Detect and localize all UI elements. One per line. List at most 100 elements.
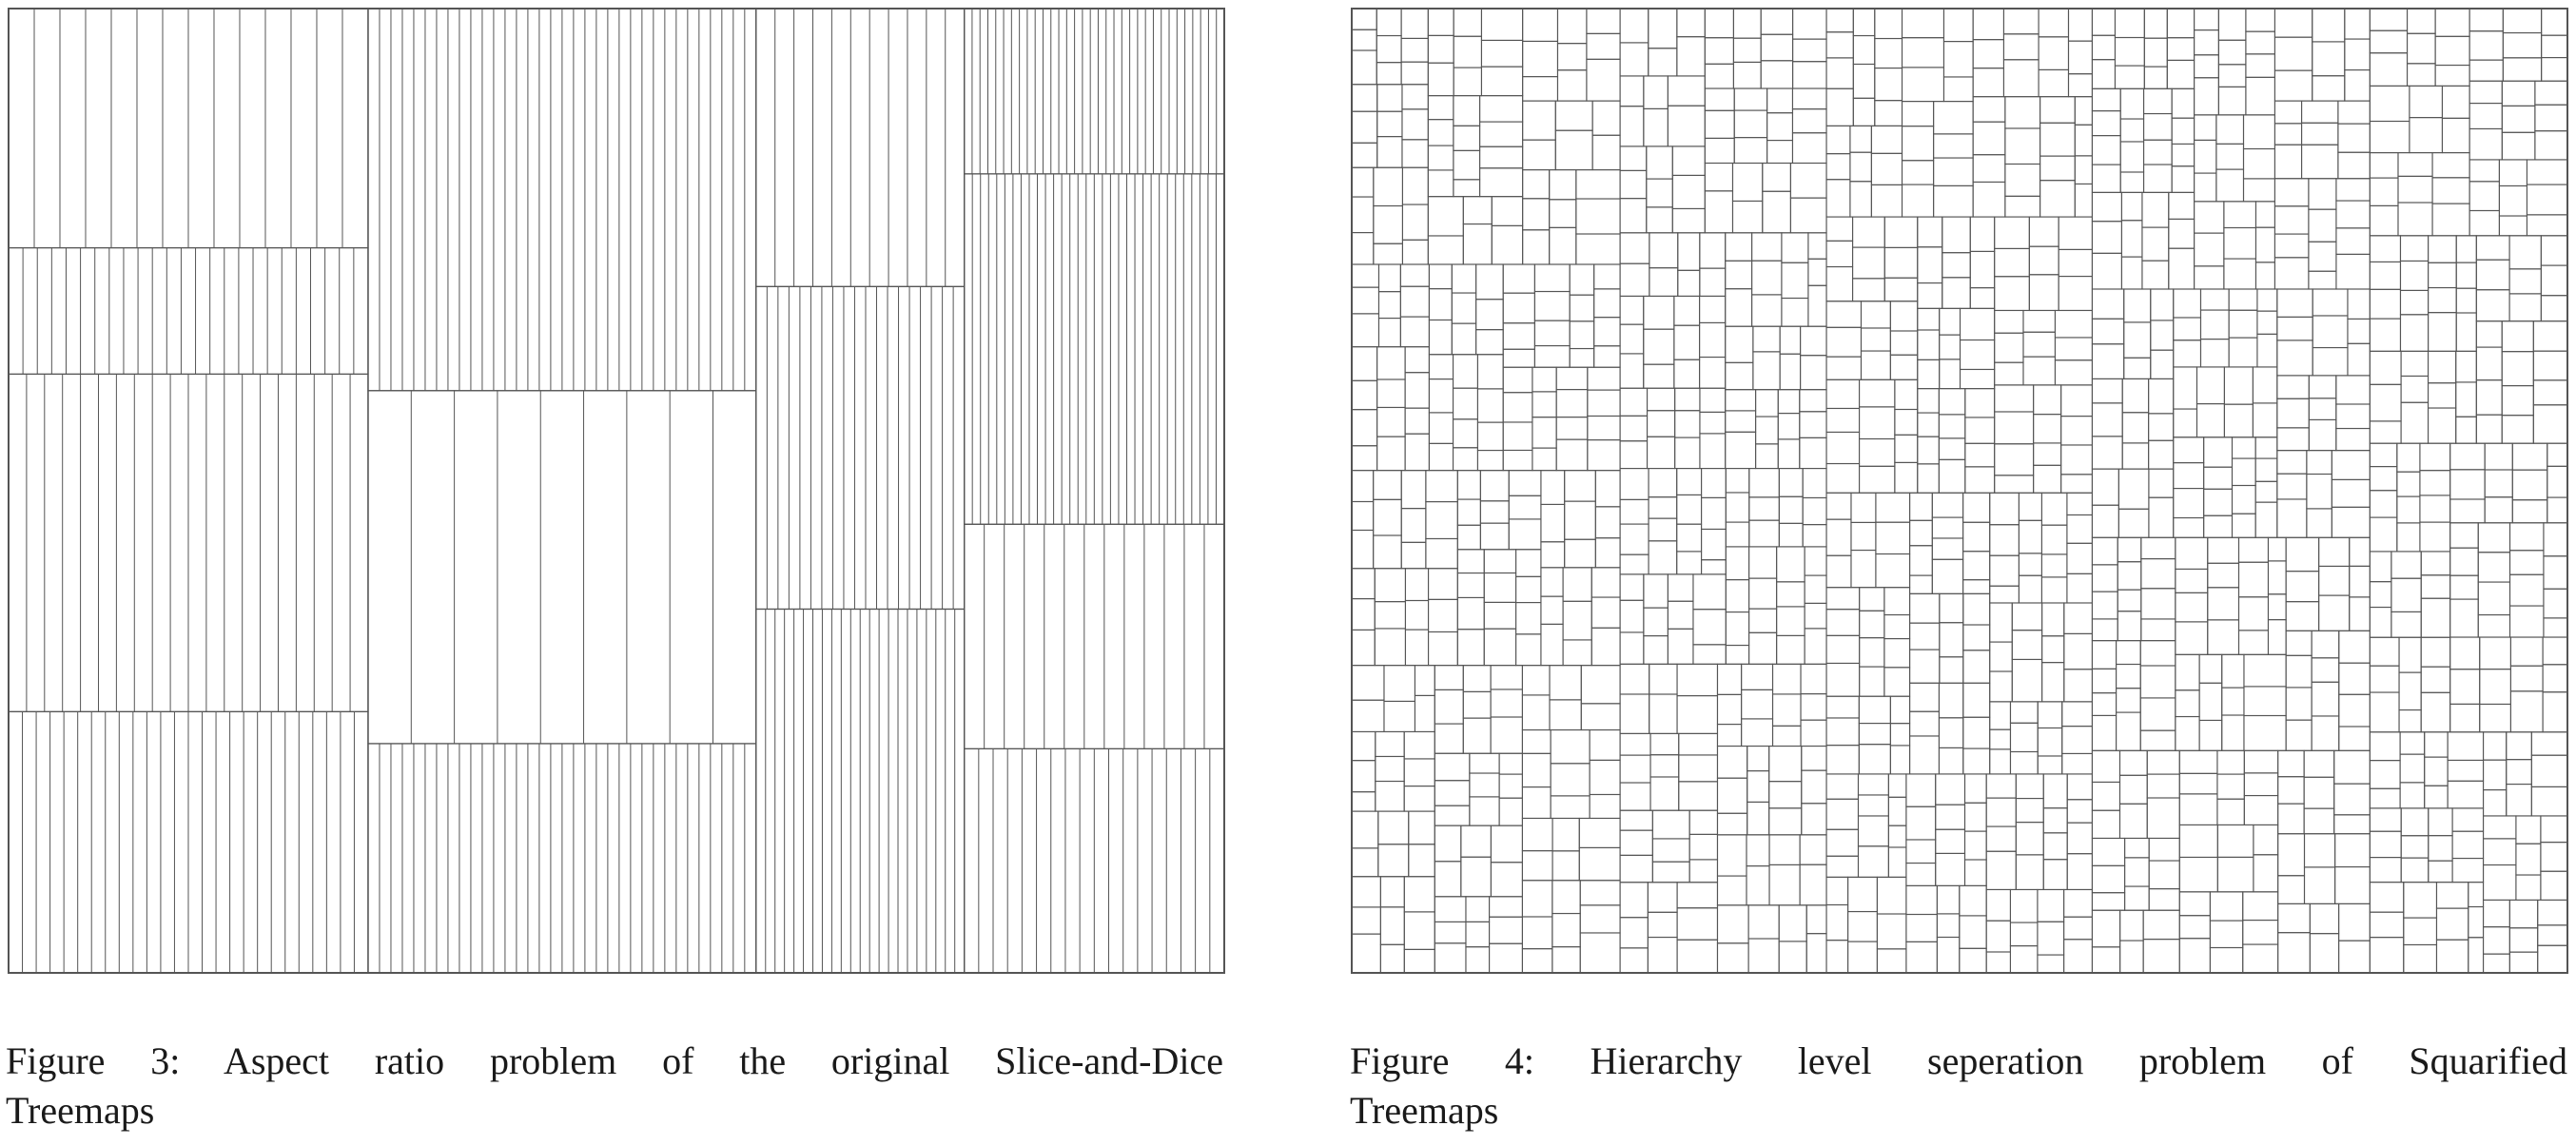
treemap-cell <box>2469 159 2500 183</box>
treemap-cell <box>2475 320 2503 348</box>
treemap-cell <box>1748 546 1778 579</box>
treemap-cell <box>1434 723 1464 754</box>
treemap-cell <box>2245 76 2275 116</box>
treemap-cell <box>2217 64 2247 87</box>
treemap-cell <box>1532 417 1557 449</box>
treemap-cell <box>2482 864 2517 901</box>
treemap-cell <box>2399 731 2426 755</box>
treemap-cell <box>2424 731 2449 758</box>
treemap-cell <box>1901 37 1945 68</box>
treemap-cell <box>1874 37 1903 69</box>
treemap-cell <box>1643 75 1669 109</box>
treemap-cell <box>1959 307 1996 341</box>
treemap-cell <box>1480 8 1524 41</box>
treemap-cell <box>2066 773 2093 801</box>
treemap-cell <box>2194 77 2219 116</box>
treemap-cell <box>1849 125 1872 153</box>
treemap-cell <box>2420 666 2451 693</box>
treemap-cell <box>2178 856 2218 893</box>
treemap-cell <box>1453 149 1481 181</box>
treemap-cell <box>2061 752 2093 775</box>
treemap-cell <box>2207 562 2240 589</box>
treemap-cell <box>1964 442 1996 468</box>
treemap-cell <box>1491 224 1524 265</box>
treemap-cell <box>1452 418 1478 449</box>
treemap-cell <box>1931 537 1964 560</box>
treemap-cell <box>1619 523 1649 555</box>
treemap-cell <box>1532 391 1557 418</box>
treemap-cell <box>2469 209 2500 237</box>
treemap-cell <box>1648 517 1678 542</box>
treemap-cell <box>1465 921 1491 948</box>
treemap-cell <box>2509 665 2544 692</box>
treemap-cell <box>2256 310 2278 335</box>
treemap-cell <box>1994 276 2030 312</box>
treemap-cell <box>2477 581 2511 616</box>
treemap-cell <box>2308 375 2337 399</box>
treemap-cell <box>1766 112 1794 142</box>
treemap-cell <box>2511 499 2548 524</box>
treemap-cell <box>2124 857 2150 887</box>
treemap-cell <box>1590 627 1621 667</box>
treemap-cell <box>2223 258 2257 290</box>
treemap-cell <box>2285 630 2313 656</box>
treemap-cell <box>1428 442 1454 472</box>
treemap-cell <box>1676 468 1703 495</box>
treemap-cell <box>1938 437 1966 460</box>
treemap-cell <box>2175 653 2200 691</box>
treemap-cell <box>2455 350 2477 383</box>
treemap-cell <box>1676 939 1719 974</box>
treemap-cell <box>2427 407 2457 444</box>
treemap-cell <box>2509 636 2544 667</box>
treemap-cell <box>2091 618 2118 642</box>
treemap-cell <box>2276 498 2308 538</box>
treemap-cell <box>1678 781 1719 811</box>
treemap-cell <box>2276 450 2308 475</box>
treemap-cell <box>1725 325 1754 363</box>
treemap-cell <box>1428 378 1454 414</box>
treemap-cell <box>1860 327 1891 352</box>
treemap-cell <box>1781 297 1809 327</box>
treemap-cell <box>1876 948 1907 974</box>
treemap-cell <box>1462 717 1492 754</box>
treemap-cell <box>2119 118 2145 143</box>
treemap-cell <box>1963 830 1987 861</box>
treemap-cell <box>2256 288 2278 312</box>
treemap-cell <box>2300 122 2339 146</box>
treemap-cell <box>2254 501 2278 538</box>
treemap-cell <box>2223 226 2257 260</box>
treemap-cell <box>1716 777 1748 814</box>
treemap-cell <box>1556 43 1588 71</box>
treemap-cell <box>1373 204 1404 244</box>
treemap-cell <box>1522 76 1559 102</box>
treemap-cell <box>1667 628 1694 665</box>
treemap-cell <box>1651 809 1690 840</box>
treemap-cell <box>1901 101 1935 127</box>
treemap-cell <box>2532 404 2568 444</box>
treemap-cell <box>1580 665 1621 705</box>
treemap-cell <box>1453 125 1481 151</box>
treemap-cell <box>1909 592 1941 624</box>
treemap-cell <box>2455 416 2477 444</box>
treemap-cell <box>2242 920 2279 945</box>
treemap-cell <box>1575 198 1621 235</box>
treemap-cell <box>1989 524 2020 556</box>
treemap-cell <box>1741 718 1774 747</box>
treemap-cell <box>2039 180 2076 218</box>
treemap-cell <box>2333 814 2371 835</box>
treemap-cell <box>2427 350 2457 384</box>
treemap-cell <box>1825 87 1854 126</box>
treemap-cell <box>1939 359 1961 390</box>
treemap-cell <box>2215 168 2245 203</box>
treemap-cell <box>2399 289 2430 316</box>
treemap-cell <box>2285 687 2313 721</box>
treemap-cell <box>2369 177 2399 206</box>
treemap-cell <box>1515 549 1542 577</box>
treemap-cell <box>1938 388 1966 416</box>
treemap-cell <box>1376 8 1402 37</box>
treemap-cell <box>1936 884 1961 915</box>
treemap-cell <box>1825 240 1854 268</box>
treemap-cell <box>2168 191 2195 220</box>
treemap-cell <box>2207 536 2240 564</box>
figure-4-caption-line-2: Treemaps <box>1350 1089 1499 1132</box>
